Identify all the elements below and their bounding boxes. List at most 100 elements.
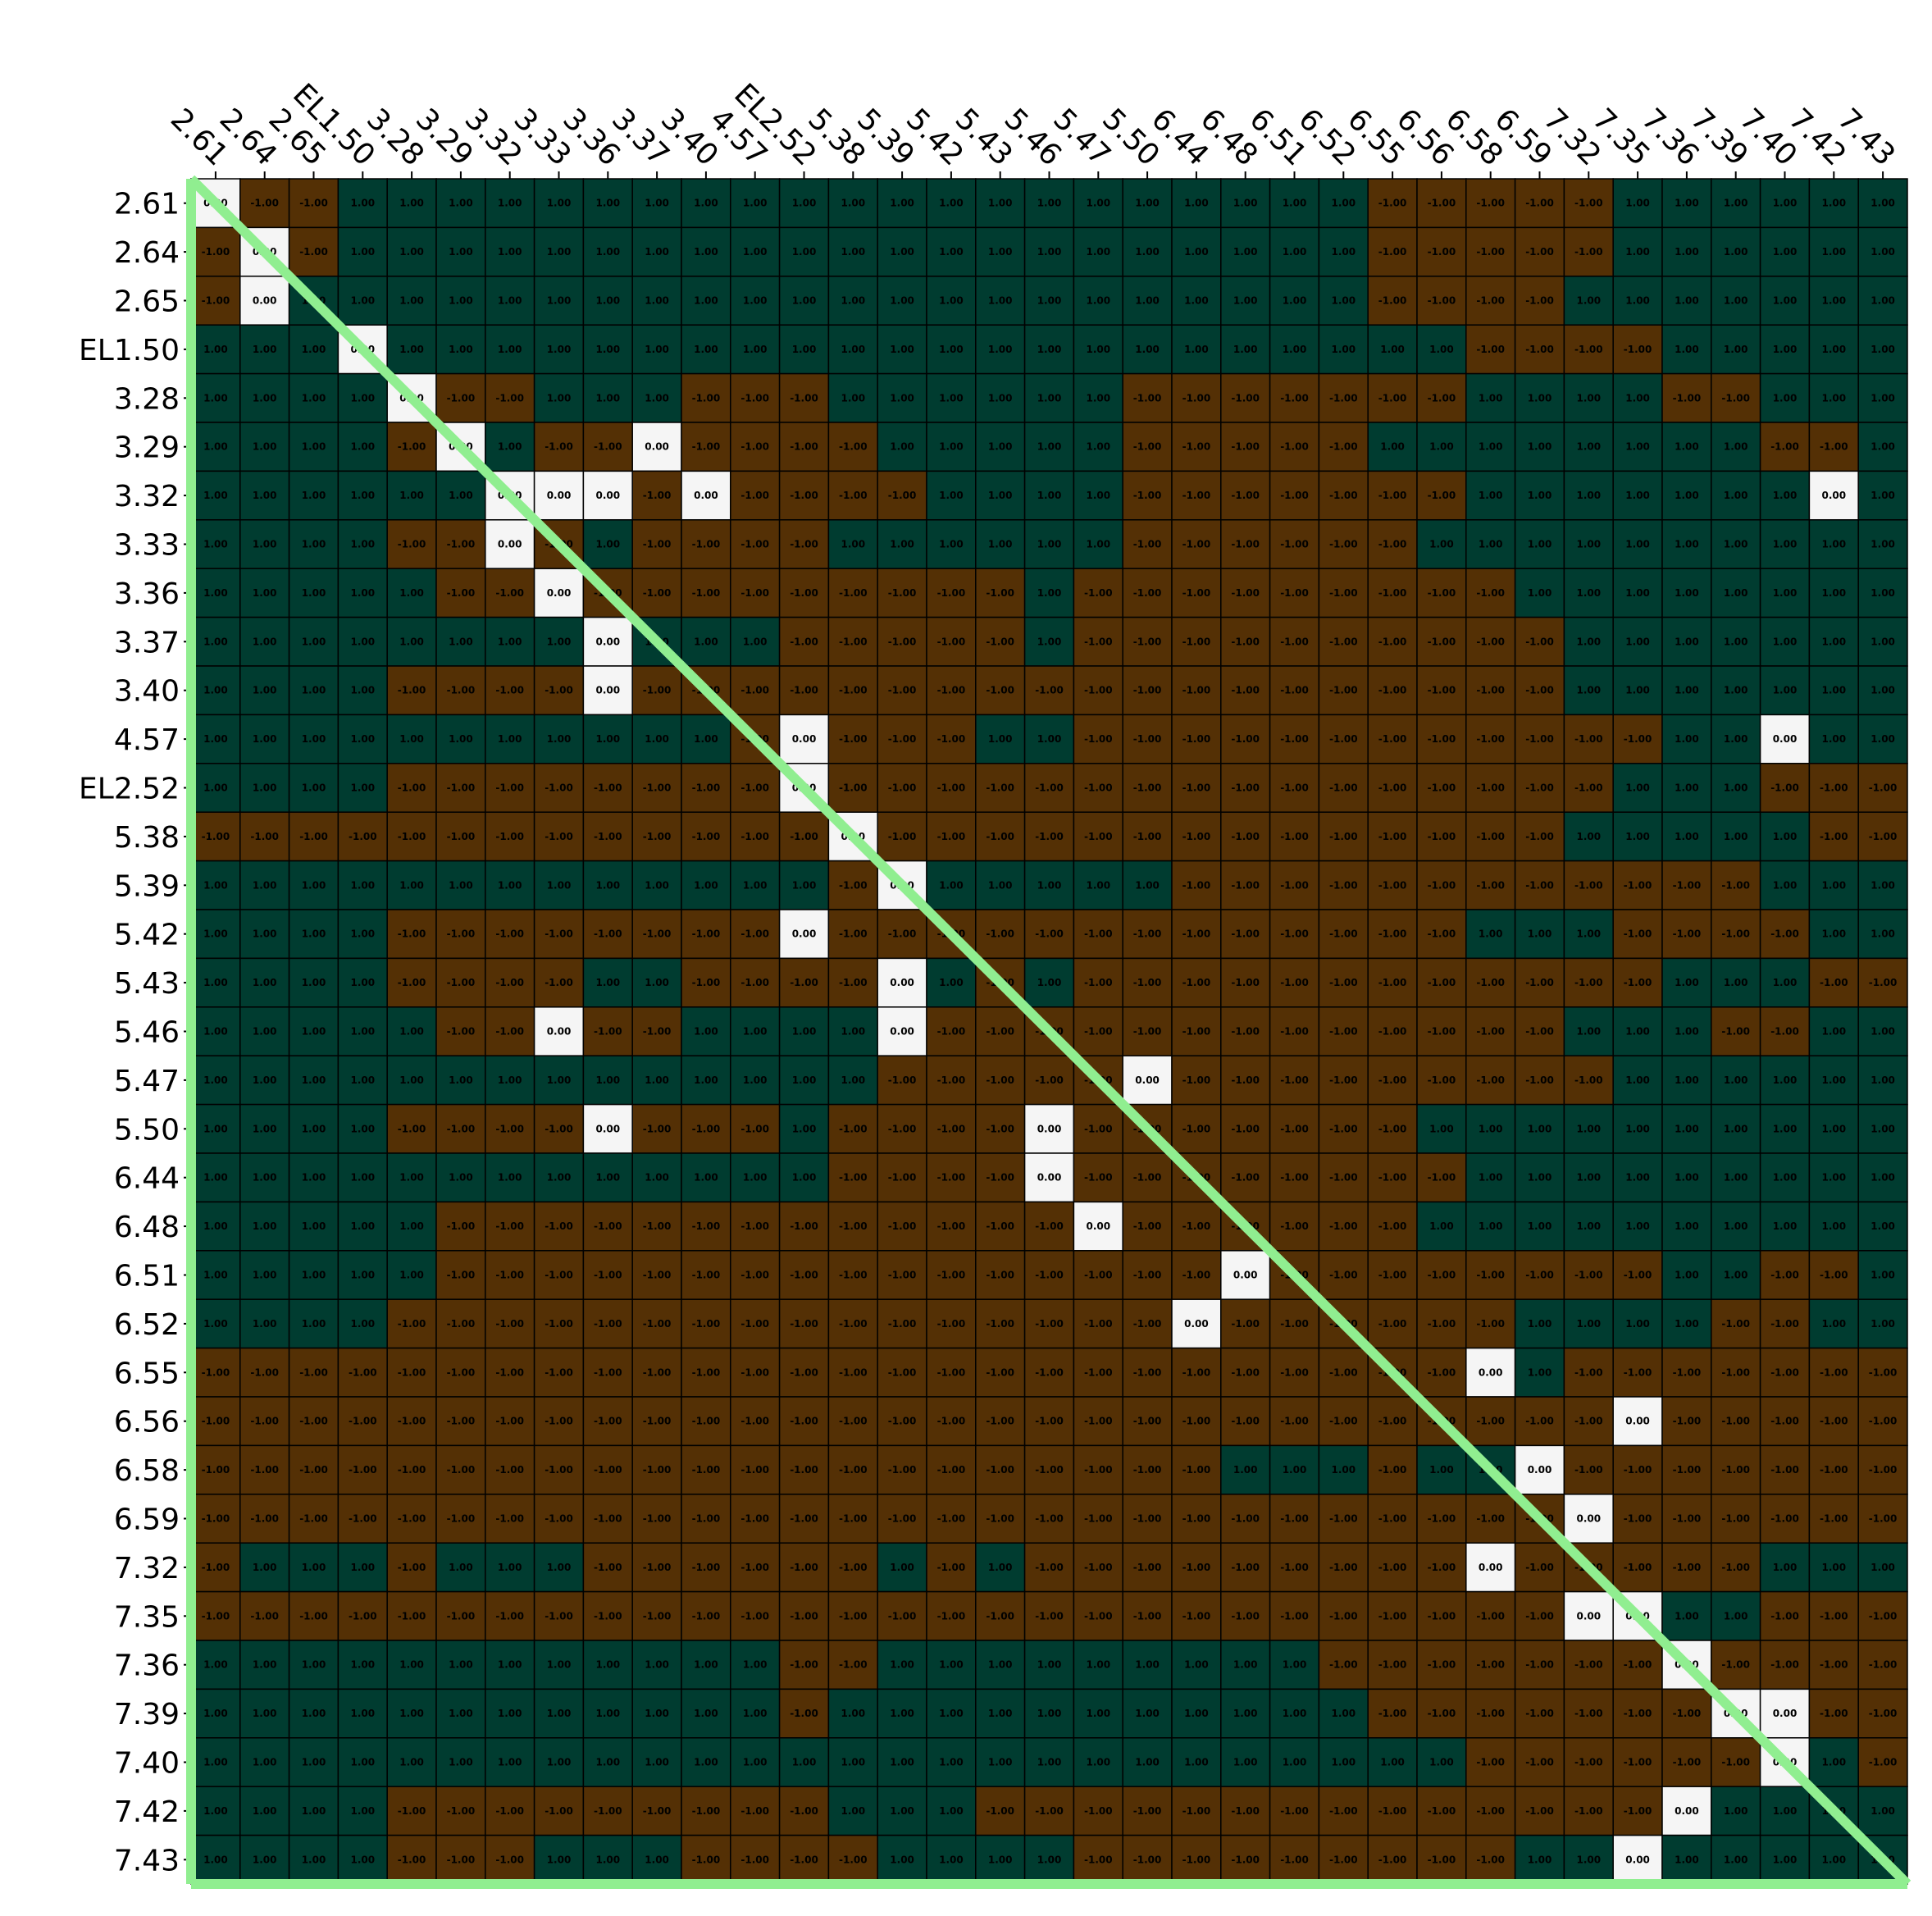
heatmap-cell — [1711, 860, 1761, 910]
heatmap-cell — [1023, 665, 1075, 716]
heatmap-cell — [1023, 616, 1075, 667]
cell-value-label: 1.00 — [1429, 441, 1454, 453]
cell-value-label: 1.00 — [399, 295, 424, 307]
cell-value-label: 1.00 — [1037, 733, 1062, 745]
cell-value-label: 1.00 — [449, 1172, 473, 1184]
cell-value-label: 1.00 — [988, 392, 1013, 404]
cell-value-label: 1.00 — [1870, 1220, 1895, 1232]
cell-value-label: -1.00 — [790, 831, 818, 842]
heatmap-cell — [485, 811, 535, 862]
cell-value-label: -1.00 — [1280, 587, 1309, 599]
cell-value-label: -1.00 — [643, 1562, 672, 1573]
heatmap-cell — [877, 226, 927, 277]
heatmap-cell — [386, 1347, 437, 1398]
cell-value-label: -1.00 — [888, 782, 917, 794]
cell-value-label: -1.00 — [495, 392, 524, 404]
cell-value-label: -1.00 — [1574, 1416, 1603, 1427]
cell-value-label: 1.00 — [1283, 1757, 1307, 1768]
cell-value-label: 1.00 — [1724, 1854, 1748, 1865]
cell-value-label: -1.00 — [1624, 1757, 1652, 1768]
cell-value-label: 1.00 — [1086, 1659, 1110, 1671]
heatmap-cell — [778, 324, 830, 375]
cell-value-label: 1.00 — [645, 1172, 669, 1184]
heatmap-cell — [1759, 372, 1811, 423]
cell-value-label: -1.00 — [495, 1123, 524, 1134]
cell-value-label: -1.00 — [1035, 1220, 1064, 1232]
cell-value-label: 1.00 — [1233, 1659, 1258, 1671]
heatmap-cell — [533, 860, 585, 910]
cell-value-label: 1.00 — [1037, 1757, 1062, 1768]
cell-value-label: 1.00 — [449, 1659, 473, 1671]
heatmap-cell — [1122, 860, 1173, 910]
cell-value-label: -1.00 — [1182, 1464, 1211, 1476]
cell-value-label: -1.00 — [643, 831, 672, 842]
cell-value-label: -1.00 — [1329, 1416, 1358, 1427]
cell-value-label: -1.00 — [692, 831, 721, 842]
cell-value-label: 1.00 — [1773, 539, 1798, 550]
cell-value-label: -1.00 — [937, 1172, 966, 1184]
heatmap-cell — [337, 1347, 388, 1398]
cell-value-label: 1.00 — [399, 198, 424, 209]
cell-value-label: 1.00 — [595, 539, 620, 550]
cell-value-label: -1.00 — [202, 1416, 230, 1427]
cell-value-label: -1.00 — [1231, 1172, 1260, 1184]
cell-value-label: -1.00 — [1378, 1172, 1407, 1184]
heatmap-cell — [1808, 1298, 1859, 1349]
heatmap-cell — [386, 568, 437, 618]
cell-value-label: -1.00 — [447, 587, 476, 599]
y-tick-label: 7.40 — [114, 1747, 180, 1781]
cell-value-label: -1.00 — [1133, 1854, 1162, 1865]
cell-value-label: 1.00 — [1233, 1708, 1258, 1719]
heatmap-cell — [1808, 276, 1859, 326]
cell-value-label: -1.00 — [299, 831, 328, 842]
cell-value-label: 1.00 — [302, 1172, 326, 1184]
cell-value-label: -1.00 — [1721, 1464, 1750, 1476]
cell-value-label: 1.00 — [399, 879, 424, 891]
cell-value-label: -1.00 — [1673, 879, 1702, 891]
heatmap-cell — [730, 957, 781, 1008]
cell-value-label: -1.00 — [1280, 1610, 1309, 1622]
heatmap-cell — [1023, 422, 1075, 472]
cell-value-label: 1.00 — [253, 1074, 277, 1086]
heatmap-cell — [386, 519, 437, 569]
cell-value-label: -1.00 — [349, 1513, 377, 1525]
cell-value-label: -1.00 — [447, 685, 476, 696]
cell-value-label: 1.00 — [203, 1026, 228, 1038]
cell-value-label: -1.00 — [839, 587, 868, 599]
cell-value-label: 1.00 — [498, 1708, 522, 1719]
heatmap-cell — [288, 860, 339, 910]
cell-value-label: 1.00 — [1528, 1172, 1552, 1184]
heatmap-cell — [730, 178, 781, 229]
cell-value-label: 1.00 — [302, 344, 326, 355]
cell-value-label: -1.00 — [250, 1366, 279, 1378]
cell-value-label: -1.00 — [1378, 1123, 1407, 1134]
cell-value-label: 1.00 — [1135, 1659, 1160, 1671]
cell-value-label: 1.00 — [253, 1318, 277, 1330]
heatmap-cell — [1514, 372, 1565, 423]
cell-value-label: 1.00 — [1625, 685, 1650, 696]
heatmap-cell — [1661, 226, 1712, 277]
cell-value-label: -1.00 — [447, 1805, 476, 1817]
cell-value-label: -1.00 — [1231, 636, 1260, 647]
cell-value-label: -1.00 — [1084, 1026, 1113, 1038]
cell-value-label: -1.00 — [1182, 1854, 1211, 1865]
heatmap-cell — [631, 1055, 682, 1106]
cell-value-label: 1.00 — [302, 1805, 326, 1817]
cell-value-label: -1.00 — [888, 1513, 917, 1525]
cell-value-label: 1.00 — [1821, 198, 1846, 209]
cell-value-label: -1.00 — [839, 685, 868, 696]
heatmap-cell — [1367, 1298, 1418, 1349]
heatmap-cell — [926, 470, 977, 521]
y-tick-label: 5.43 — [114, 967, 180, 1001]
cell-value-label: -1.00 — [740, 539, 769, 550]
heatmap-cell — [1220, 1103, 1271, 1154]
heatmap-cell — [1122, 470, 1173, 521]
cell-value-label: -1.00 — [740, 928, 769, 940]
cell-value-label: -1.00 — [937, 685, 966, 696]
heatmap-cell — [730, 811, 781, 862]
cell-value-label: -1.00 — [740, 490, 769, 501]
cell-value-label: 1.00 — [743, 636, 768, 647]
cell-value-label: -1.00 — [1869, 1416, 1898, 1427]
heatmap-cell — [1857, 519, 1908, 569]
cell-value-label: -1.00 — [1428, 1026, 1456, 1038]
